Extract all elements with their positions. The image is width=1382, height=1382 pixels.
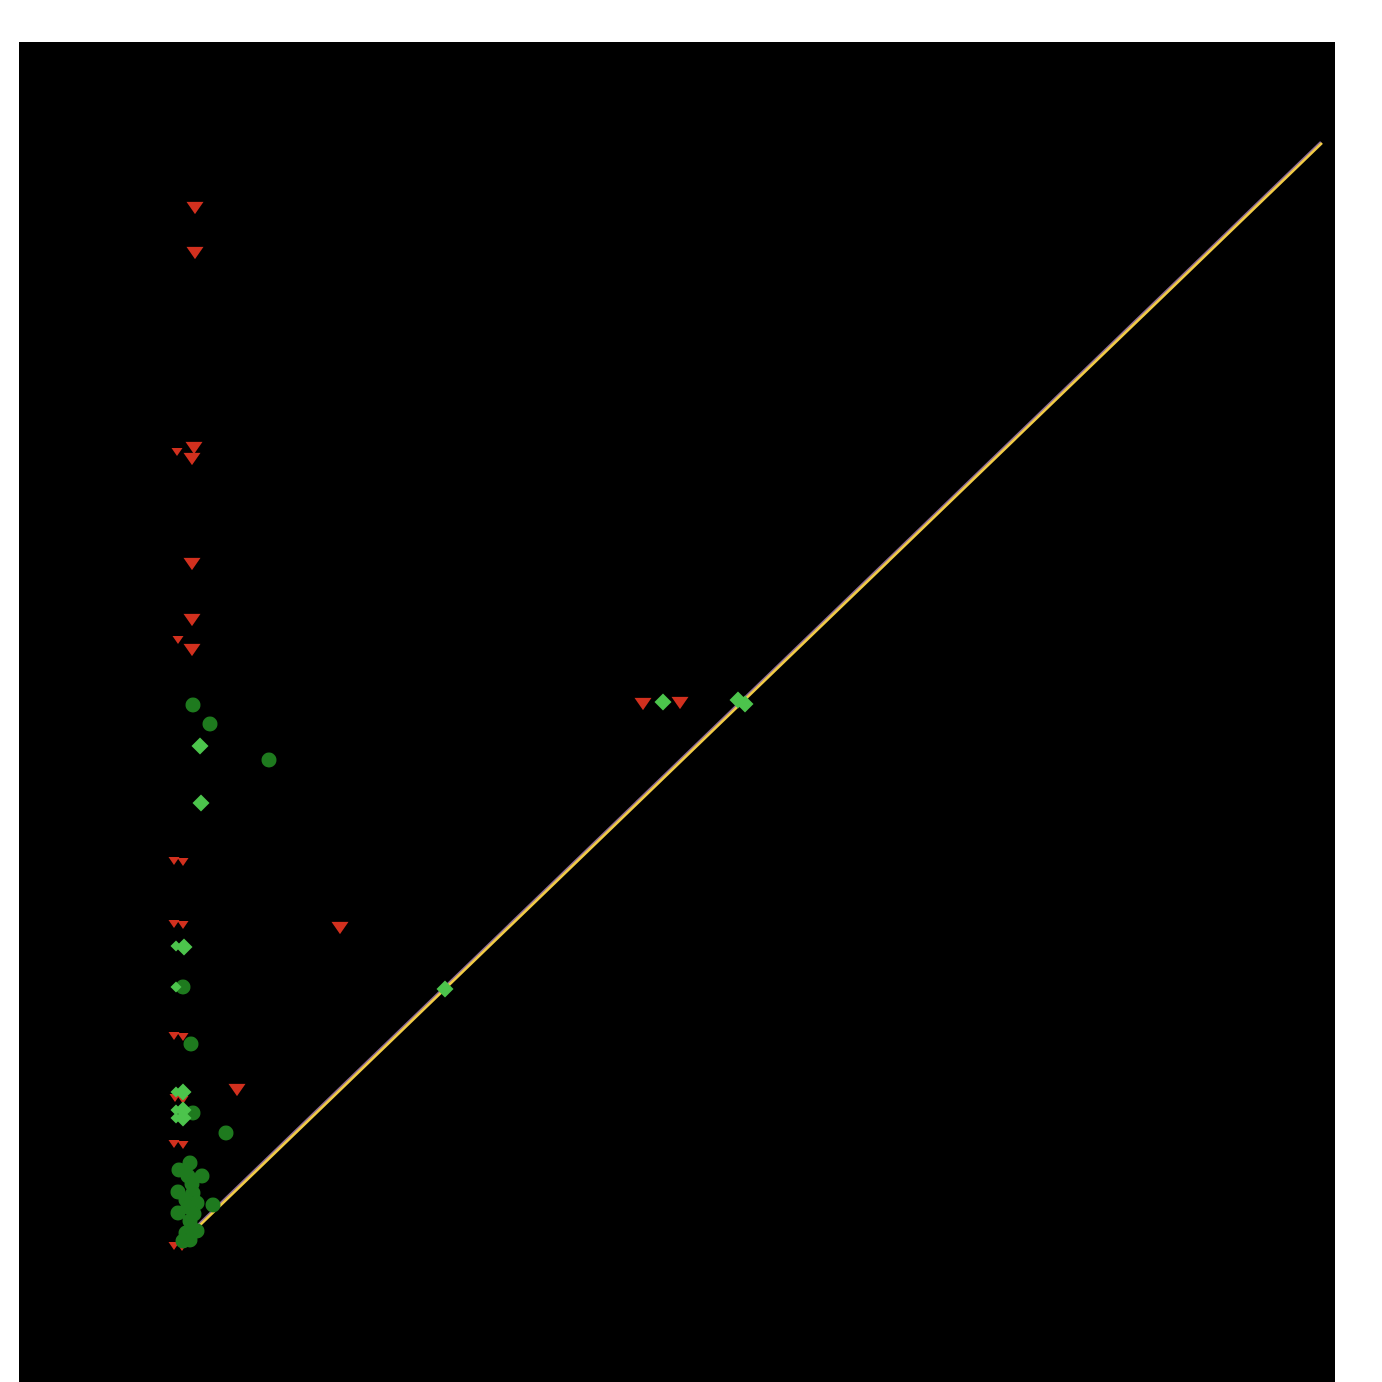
green-circles-point: [175, 979, 191, 995]
green-diamonds-small-point: [170, 940, 182, 952]
green-circles-point: [182, 1155, 198, 1171]
red-triangles-large-point: [331, 921, 349, 935]
green-diamonds-large-point: [654, 693, 672, 711]
red-triangles-small-point: [177, 858, 189, 866]
green-diamonds-large-point: [736, 695, 754, 713]
green-diamonds-large-point: [191, 737, 209, 755]
red-triangles-small-point: [169, 1094, 181, 1102]
green-diamonds-large-point: [174, 1083, 192, 1101]
red-triangles-large-point: [228, 1083, 246, 1097]
green-circles-point: [205, 1197, 221, 1213]
red-triangles-small-point: [172, 636, 184, 644]
green-circles-point: [202, 716, 218, 732]
red-triangles-large-point: [186, 201, 204, 215]
green-diamonds-small-point: [170, 1104, 182, 1116]
green-diamonds-small-point: [170, 1112, 182, 1124]
identity-line-underlay: [195, 141, 1322, 1228]
green-diamonds-large-point: [436, 980, 454, 998]
green-diamonds-large-point: [174, 1109, 192, 1127]
green-circles-point: [218, 1125, 234, 1141]
red-triangles-small-point: [171, 448, 183, 456]
red-triangles-small-point: [177, 1141, 189, 1149]
red-triangles-small-point: [168, 920, 180, 928]
red-triangles-large-point: [186, 246, 204, 260]
green-circles-point: [185, 697, 201, 713]
green-circles-point: [261, 752, 277, 768]
red-triangles-large-point: [183, 613, 201, 627]
green-diamonds-small-point: [170, 981, 182, 993]
red-triangles-small-point: [168, 1032, 180, 1040]
red-triangles-large-point: [183, 452, 201, 466]
red-triangles-large-point: [183, 643, 201, 657]
green-circles-point: [175, 1233, 191, 1249]
green-diamonds-large-point: [175, 938, 193, 956]
red-triangles-large-point: [183, 557, 201, 571]
identity-line: [196, 142, 1323, 1229]
green-diamonds-small-point: [170, 1086, 182, 1098]
green-circles-point: [194, 1168, 210, 1184]
green-diamonds-large-point: [192, 794, 210, 812]
green-circles-point: [183, 1036, 199, 1052]
red-triangles-small-point: [168, 857, 180, 865]
red-triangles-small-point: [177, 921, 189, 929]
red-triangles-large-point: [671, 696, 689, 710]
red-triangles-large-point: [185, 441, 203, 455]
red-triangles-large-point: [634, 697, 652, 711]
red-triangles-small-point: [177, 1033, 189, 1041]
plot-area: [19, 42, 1335, 1382]
red-triangles-small-point: [168, 1140, 180, 1148]
green-circles-point: [170, 1205, 186, 1221]
